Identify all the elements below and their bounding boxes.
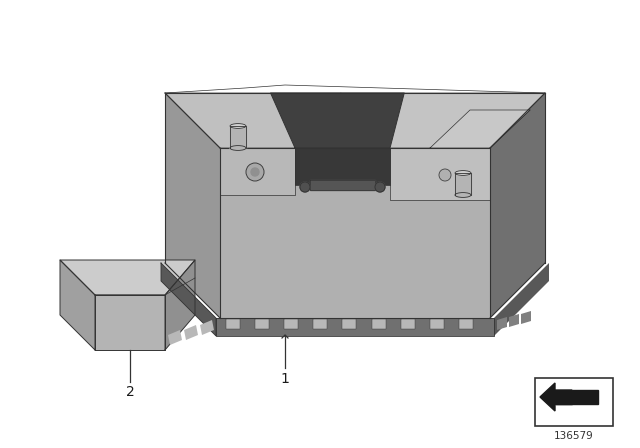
Circle shape [375,182,385,192]
Polygon shape [401,319,415,329]
Polygon shape [455,173,471,195]
Polygon shape [165,260,195,350]
Polygon shape [60,260,195,295]
Polygon shape [220,148,490,318]
Ellipse shape [230,124,246,129]
Polygon shape [490,93,545,318]
Circle shape [246,163,264,181]
Polygon shape [216,318,494,336]
Polygon shape [555,390,598,404]
Polygon shape [310,180,375,190]
Polygon shape [165,93,345,148]
Polygon shape [430,319,444,329]
Ellipse shape [455,171,471,176]
Polygon shape [165,93,220,318]
Polygon shape [459,319,473,329]
Polygon shape [430,110,530,148]
Circle shape [300,182,310,192]
Polygon shape [295,148,390,185]
Polygon shape [220,148,295,195]
Polygon shape [168,330,182,345]
Text: 1: 1 [280,372,289,386]
Circle shape [251,168,259,176]
Polygon shape [341,93,545,148]
Polygon shape [255,319,269,329]
Polygon shape [60,260,95,350]
Polygon shape [494,263,549,336]
Polygon shape [200,320,214,335]
Polygon shape [372,319,385,329]
Polygon shape [271,93,404,148]
Polygon shape [230,126,246,148]
Polygon shape [509,314,519,327]
Polygon shape [390,148,490,200]
Polygon shape [165,93,545,148]
Polygon shape [184,325,198,340]
Ellipse shape [230,146,246,151]
Polygon shape [497,317,507,330]
Polygon shape [95,295,165,350]
Ellipse shape [455,193,471,198]
Polygon shape [161,263,216,336]
Bar [535,378,613,426]
Text: 136579: 136579 [554,431,594,441]
Polygon shape [284,319,298,329]
Polygon shape [521,311,531,324]
Polygon shape [314,319,327,329]
Polygon shape [342,319,356,329]
Text: 2: 2 [125,385,134,399]
Polygon shape [226,319,240,329]
Circle shape [439,169,451,181]
Polygon shape [540,383,572,411]
